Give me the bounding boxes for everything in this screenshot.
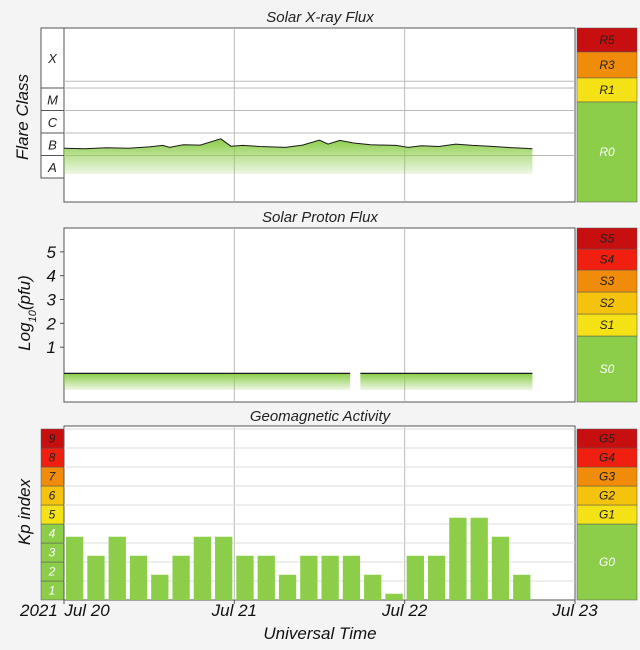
xray-flux-series: [63, 138, 533, 174]
kp-level-label: 4: [49, 527, 56, 541]
kp-level-label: 9: [49, 432, 56, 446]
proton-tick-label: 1: [47, 338, 56, 357]
r-scale-label: R0: [599, 145, 615, 159]
kp-level-label: 8: [49, 451, 56, 465]
flare-class-m: M: [47, 92, 58, 107]
s-scale-label: S3: [600, 274, 615, 288]
kp-level-label: 6: [49, 489, 56, 503]
proton-flux-area: [64, 373, 351, 390]
flare-class-a: A: [47, 160, 57, 175]
kp-bar: [87, 555, 105, 600]
r-scale-band: [576, 51, 638, 79]
kp-bar: [108, 536, 126, 600]
kp-level-label: 3: [49, 546, 56, 560]
kp-bar: [491, 536, 510, 600]
flare-class-b: B: [48, 137, 57, 152]
kp-bar: [66, 536, 84, 600]
flare-class-c: C: [48, 115, 58, 130]
s-scale-label: S4: [600, 253, 615, 267]
proton-y-ticks: 1 2 3 4 5: [46, 243, 64, 357]
kp-bar: [300, 555, 318, 600]
kp-bar: [427, 555, 446, 600]
proton-flux-series: [64, 372, 533, 390]
kp-bar: [193, 536, 212, 600]
kp-level-label: 7: [49, 470, 57, 484]
kp-bar: [151, 574, 169, 600]
proton-tick-label: 4: [47, 267, 56, 286]
kp-panel: Geomagnetic Activity Kp index 123456789 …: [15, 408, 638, 601]
kp-grid: [64, 426, 575, 600]
g-scale-label: G1: [599, 508, 615, 522]
kp-bar: [257, 555, 275, 600]
x-tick-label: Jul 21: [211, 601, 257, 620]
kp-ylabel: Kp index: [15, 478, 34, 545]
r-scale-band: [576, 101, 638, 203]
x-tick-label: Jul 20: [63, 601, 110, 620]
r-scale-band: [576, 27, 638, 53]
year-label: 2021: [19, 601, 58, 620]
s-scale-band: [576, 335, 638, 403]
kp-bar: [342, 555, 361, 600]
radio-blackout-scale: R5 R3 R1 R0: [576, 27, 638, 203]
s-scale-label: S0: [600, 362, 615, 376]
kp-bar: [129, 555, 148, 600]
s-scale-label: S5: [600, 232, 615, 246]
xray-title: Solar X-ray Flux: [266, 9, 374, 26]
r-scale-label: R5: [599, 33, 615, 47]
g-scale-label: G3: [599, 470, 615, 484]
kp-bar: [385, 593, 403, 600]
kp-bars: [66, 517, 531, 600]
flare-class-x: X: [47, 51, 58, 66]
radiation-storm-scale: S0 S1 S2 S3 S4 S5: [576, 227, 638, 403]
g-scale-label: G4: [599, 451, 615, 465]
s-scale-label: S1: [600, 318, 615, 332]
kp-plot-area: [63, 425, 576, 601]
g-scale-label: G0: [599, 555, 615, 569]
proton-title: Solar Proton Flux: [262, 209, 378, 226]
kp-bar: [215, 536, 233, 600]
x-axis-title: Universal Time: [263, 624, 376, 643]
kp-title: Geomagnetic Activity: [250, 408, 392, 425]
kp-bar: [364, 574, 382, 600]
kp-bar: [470, 517, 488, 600]
r-scale-label: R3: [599, 58, 615, 72]
kp-level-label: 5: [49, 508, 56, 522]
proton-tick-label: 2: [46, 314, 57, 333]
xray-flux-line: [63, 138, 533, 150]
proton-ylabel: Log10(pfu): [15, 275, 39, 351]
g-scale-band: [576, 428, 638, 449]
kp-bar: [321, 555, 339, 600]
kp-bar: [172, 555, 190, 600]
r-scale-band: [576, 77, 638, 103]
proton-tick-label: 5: [47, 243, 57, 262]
g-scale-label: G5: [599, 432, 615, 446]
kp-bar: [236, 555, 254, 600]
proton-flux-area: [360, 373, 533, 390]
xray-plot-area: [63, 27, 576, 203]
kp-bar: [406, 555, 424, 600]
kp-level-label: 2: [48, 565, 56, 579]
r-scale-label: R1: [599, 83, 614, 97]
proton-tick-label: 3: [47, 291, 57, 310]
time-axis: 2021 Universal Time Jul 20 Jul 21 Jul 22 Ju…: [19, 600, 598, 643]
s-scale-label: S2: [600, 296, 615, 310]
s-scale-band: [576, 227, 638, 250]
kp-bar: [449, 517, 467, 600]
x-tick-label: Jul 22: [381, 601, 428, 620]
xray-flux-area: [64, 138, 533, 174]
x-tick-label: Jul 23: [551, 601, 598, 620]
kp-bar: [278, 574, 297, 600]
kp-level-label: 1: [49, 584, 56, 598]
kp-bar: [513, 574, 531, 600]
geomagnetic-storm-scale: G0 G1 G2 G3 G4 G5: [576, 428, 638, 601]
xray-ylabel: Flare Class: [13, 74, 32, 160]
g-scale-label: G2: [599, 489, 615, 503]
kp-color-scale: 1 2 3 4 5 6 7 8 9: [40, 428, 65, 601]
